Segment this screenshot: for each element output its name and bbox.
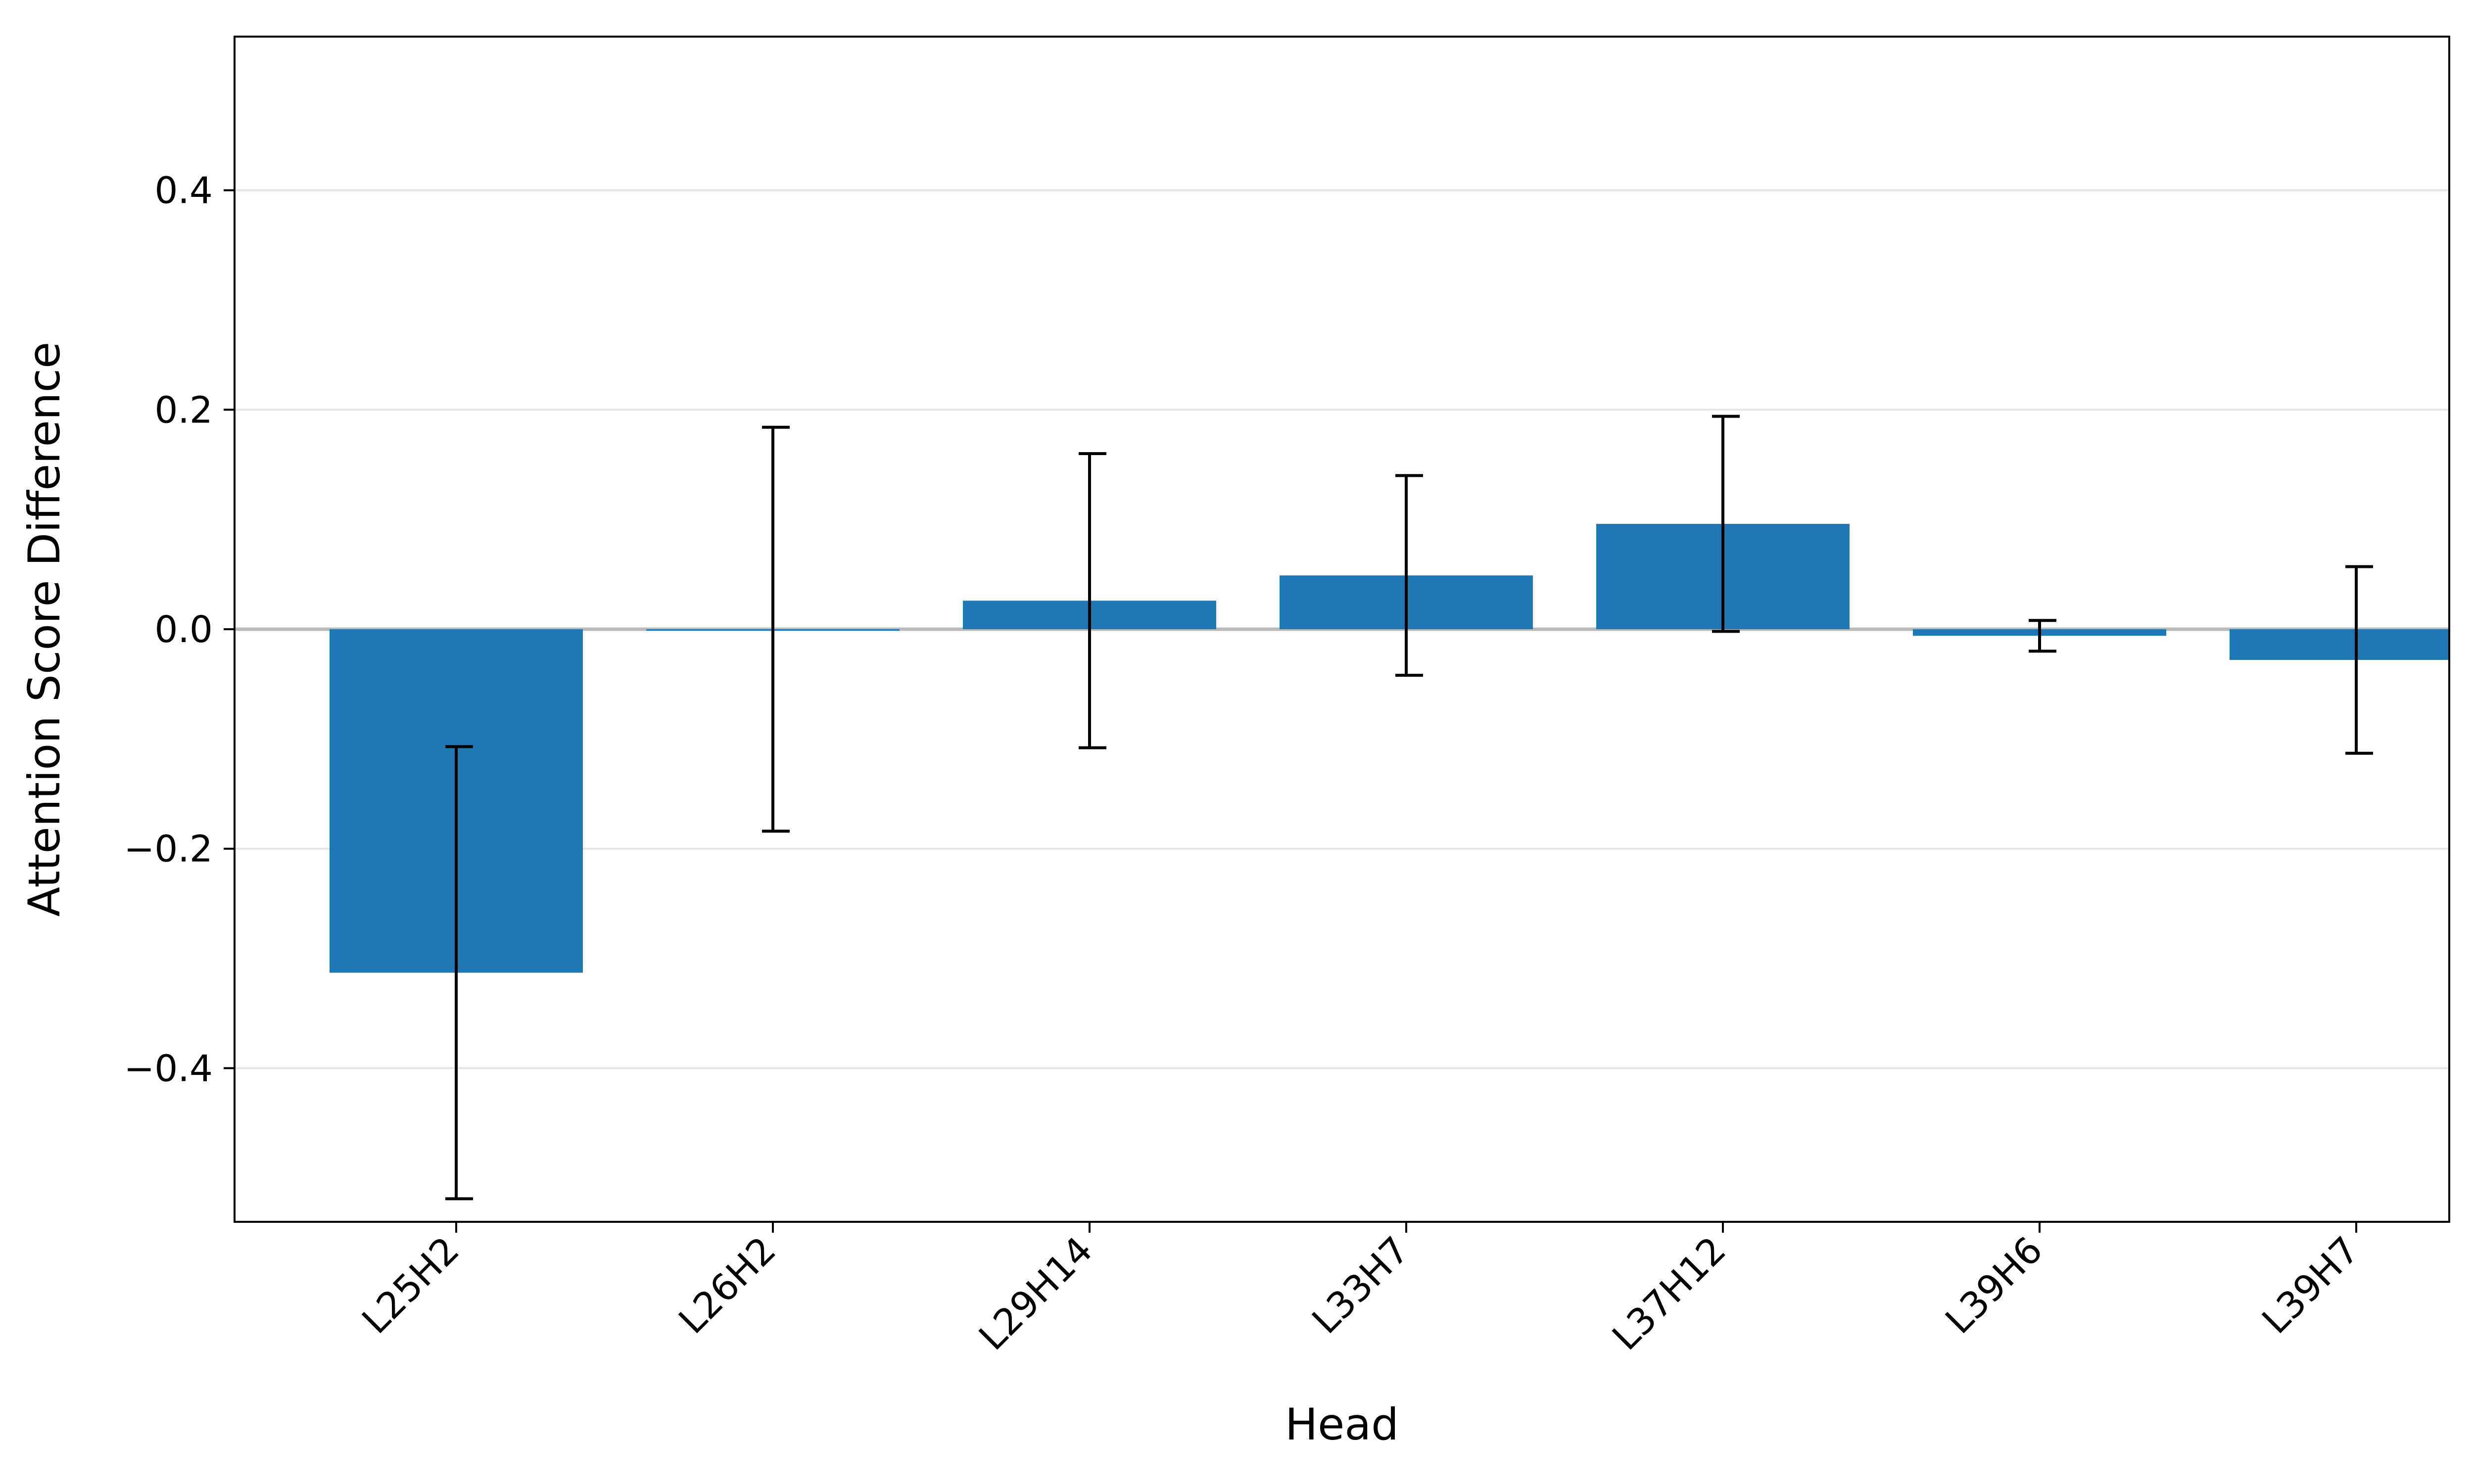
error-bar-l26h2 (762, 425, 790, 833)
y-tick-label: 0.0 (154, 608, 213, 651)
x-tick-label: L39H6 (1938, 1229, 2051, 1342)
x-axis-label: Head (1285, 1399, 1399, 1450)
y-tick-label: −0.2 (124, 828, 213, 871)
error-bar-l25h2 (445, 745, 473, 1201)
bar-l39h7 (2230, 629, 2449, 660)
error-bars-layer (445, 415, 2373, 1201)
x-tick-label: L39H7 (2254, 1229, 2368, 1342)
error-bar-l33h7 (1395, 474, 1423, 677)
y-axis-ticks: −0.4 −0.2 0.0 0.2 0.4 (124, 170, 235, 1090)
error-bar-l37h12 (1712, 415, 1740, 633)
x-axis-ticks: L25H2 L26H2 L29H14 L33H7 L37H12 L39H6 L39H7 (354, 1222, 2368, 1358)
y-tick-label: −0.4 (124, 1047, 213, 1090)
x-tick-label: L37H12 (1604, 1229, 1734, 1358)
error-bar-l39h6 (2029, 619, 2056, 653)
bars-layer (330, 524, 2449, 973)
y-axis-label: Attention Score Difference (19, 342, 70, 917)
x-tick-label: L29H14 (971, 1229, 1100, 1358)
x-tick-label: L26H2 (671, 1229, 784, 1342)
x-tick-label: L33H7 (1304, 1229, 1418, 1342)
y-tick-label: 0.2 (154, 389, 213, 431)
error-bar-l39h7 (2345, 565, 2373, 755)
error-bar-l29h14 (1079, 452, 1106, 749)
x-tick-label: L25H2 (354, 1229, 468, 1342)
y-tick-label: 0.4 (154, 170, 213, 212)
